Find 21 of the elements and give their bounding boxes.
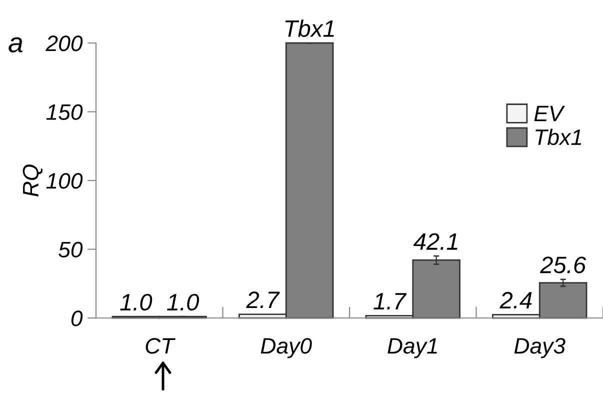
- data-label: 42.1: [414, 233, 458, 250]
- data-label: 1.0: [120, 294, 152, 311]
- data-label: Tbx1: [285, 20, 334, 37]
- y-tick-label: 100: [46, 173, 83, 189]
- y-tick-label: 150: [46, 104, 83, 120]
- y-axis-title: RQ: [22, 164, 43, 196]
- data-label: 2.4: [500, 292, 532, 308]
- legend-label: Tbx1: [536, 128, 582, 146]
- y-tick-label: 0: [71, 310, 83, 326]
- data-label: 1.0: [167, 294, 200, 311]
- data-label: 1.7: [374, 293, 407, 310]
- x-tick-label: Day1: [388, 338, 437, 358]
- y-tick-label: 50: [58, 242, 83, 258]
- text: a: [8, 37, 22, 52]
- x-tick-label: Day0: [260, 338, 312, 358]
- x-tick-label: Day3: [514, 338, 566, 358]
- x-tick-label: CT: [146, 338, 176, 354]
- legend-label: EV: [534, 106, 565, 122]
- y-tick-label: 200: [46, 36, 83, 52]
- data-label: 2.7: [246, 292, 280, 308]
- data-label: 25.6: [540, 256, 586, 274]
